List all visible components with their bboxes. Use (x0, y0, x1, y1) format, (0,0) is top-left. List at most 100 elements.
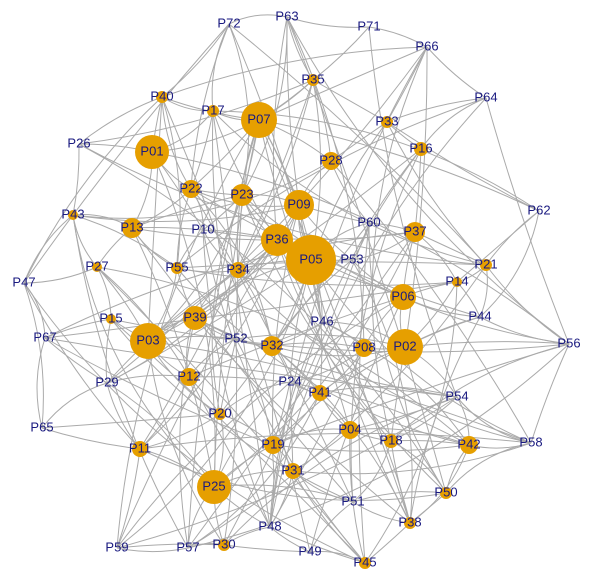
edge (349, 396, 458, 431)
node-label: P17 (201, 102, 224, 117)
node (284, 190, 314, 220)
edge (36, 337, 46, 429)
edge (23, 282, 44, 429)
edge (187, 231, 416, 549)
edge (456, 210, 540, 283)
node (171, 262, 183, 274)
edge (219, 338, 237, 415)
edge (23, 282, 141, 450)
node-label: P07 (247, 111, 270, 126)
edge (72, 214, 178, 269)
edge (386, 121, 540, 212)
edge (409, 316, 481, 524)
node-label: P24 (278, 373, 301, 388)
edge (194, 317, 458, 398)
edge (161, 23, 230, 98)
edge (223, 338, 238, 546)
node-label: P65 (30, 419, 53, 434)
edge (41, 413, 221, 429)
edge (44, 337, 458, 398)
node-label: P22 (179, 180, 202, 195)
edge (286, 16, 370, 28)
node-label: P48 (258, 518, 281, 533)
node-label: P55 (165, 259, 188, 274)
node (381, 116, 393, 128)
node (322, 152, 340, 170)
edge (116, 543, 225, 549)
edge (212, 110, 487, 266)
edge (223, 544, 311, 553)
node-label: P43 (61, 206, 84, 221)
edge (219, 381, 291, 415)
edge (286, 16, 365, 349)
edge (485, 97, 570, 345)
node-label: P03 (136, 332, 159, 347)
edge (23, 96, 163, 284)
node-label: P11 (129, 440, 151, 455)
node (261, 224, 293, 256)
edge (352, 491, 447, 503)
edge (292, 470, 366, 564)
node-label: P28 (319, 152, 342, 167)
edge (276, 239, 392, 442)
edge (269, 347, 365, 528)
edge (139, 413, 221, 450)
node-label: P34 (226, 261, 249, 276)
node-label: P04 (338, 421, 361, 436)
edge (321, 321, 411, 524)
node (197, 470, 231, 504)
edge (485, 264, 570, 345)
edge (258, 119, 540, 212)
node (230, 262, 246, 278)
node-label: P42 (457, 436, 480, 451)
edge (139, 432, 532, 450)
node-label: P56 (557, 335, 580, 350)
node-label: P26 (67, 135, 90, 150)
node (183, 306, 207, 330)
node-label: P40 (150, 88, 173, 103)
node-label: P27 (85, 258, 108, 273)
node-label: P39 (183, 309, 206, 324)
node (180, 368, 198, 386)
edge (151, 79, 314, 153)
edge (371, 46, 428, 442)
node (404, 517, 416, 529)
node-label: P21 (474, 256, 497, 271)
edge (161, 96, 181, 269)
edge (223, 222, 370, 546)
node-label: P62 (527, 202, 550, 217)
node (214, 408, 226, 420)
node-label: P57 (176, 539, 199, 554)
edge (321, 321, 470, 446)
edge (349, 428, 470, 446)
edge (228, 14, 288, 25)
edge (228, 23, 487, 266)
node (106, 314, 116, 324)
node (387, 329, 423, 365)
edge (147, 96, 163, 342)
edge (139, 448, 447, 501)
edge (147, 340, 225, 546)
edge (202, 229, 366, 564)
edge (23, 266, 98, 284)
edge (44, 337, 274, 446)
node (68, 210, 78, 220)
edge (72, 214, 215, 488)
edge (179, 317, 196, 549)
edge (272, 444, 470, 452)
edge (426, 46, 487, 99)
edge (241, 16, 288, 196)
edge (41, 427, 141, 450)
edge (105, 318, 112, 384)
node (285, 463, 301, 479)
node (156, 91, 168, 103)
node-label: P16 (409, 140, 432, 155)
node (231, 184, 253, 206)
edge (116, 547, 189, 553)
node (390, 284, 416, 310)
node (92, 262, 102, 272)
edge (116, 239, 278, 549)
edge (106, 382, 215, 488)
node-label: P15 (99, 310, 122, 325)
edge (41, 382, 108, 429)
